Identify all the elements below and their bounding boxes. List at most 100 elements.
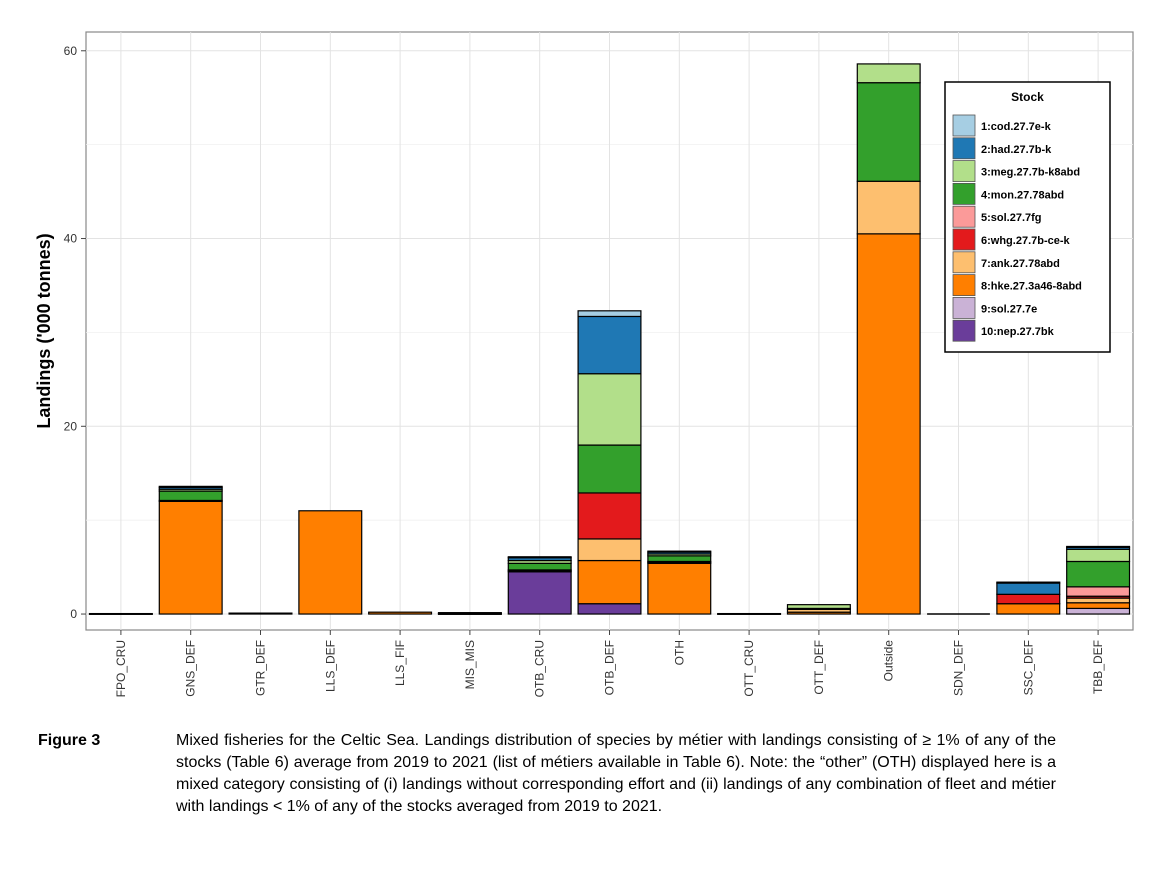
bar-stack-MIS_MIS [437, 612, 502, 615]
x-tick-label: OTH [672, 640, 686, 665]
bar-stack-FPO_CRU [88, 612, 153, 615]
bar-segment [577, 559, 642, 605]
bar-stack-TBB_DEF [1066, 545, 1131, 615]
y-tick-label: 40 [64, 232, 78, 246]
legend-item: 9:sol.27.7e [952, 296, 1037, 319]
bar-stack-OTT_DEF [786, 604, 851, 615]
bar-segment [577, 603, 642, 615]
bar-stack-OTH [647, 550, 712, 615]
bar-segment [1066, 607, 1131, 615]
bar-stack-OTT_CRU [717, 612, 782, 615]
legend-title: Stock [1011, 90, 1044, 104]
legend: Stock 1:cod.27.7e-k 2:had.27.7b-k 3:meg.27… [944, 81, 1111, 353]
x-tick-label: OTT_CRU [742, 640, 756, 697]
bar-segment [1066, 548, 1131, 563]
legend-label: 6:whg.27.7b-ce-k [981, 235, 1071, 247]
bar-segment [647, 550, 712, 553]
bar-stack-LLS_DEF [298, 510, 363, 615]
bar-segment [786, 604, 851, 610]
bar-stack-Outside [856, 63, 921, 615]
bar-segment [1066, 560, 1131, 588]
x-tick-label: OTB_DEF [603, 640, 617, 695]
bar-segment [577, 492, 642, 540]
bar-segment [717, 612, 782, 615]
x-tick-label: GNS_DEF [184, 640, 198, 697]
y-tick-label: 0 [70, 607, 77, 621]
legend-label: 2:had.27.7b-k [981, 144, 1052, 156]
legend-item: 8:hke.27.3a46-8abd [952, 274, 1082, 297]
bar-stack-SSC_DEF [996, 581, 1061, 615]
legend-label: 3:meg.27.7b-k8abd [981, 167, 1080, 179]
legend-label: 7:ank.27.78abd [981, 258, 1060, 270]
bar-segment [507, 556, 572, 559]
legend-label: 4:mon.27.78abd [981, 189, 1064, 201]
legend-item: 3:meg.27.7b-k8abd [952, 160, 1080, 183]
x-tick-label: LLS_DEF [323, 640, 337, 692]
bar-segment [856, 233, 921, 615]
legend-swatch [952, 296, 976, 319]
x-tick-label: TBB_DEF [1091, 640, 1105, 694]
bar-segment [996, 603, 1061, 615]
bar-segment [856, 63, 921, 84]
legend-item: 7:ank.27.78abd [952, 251, 1060, 274]
legend-swatch [952, 319, 976, 342]
legend-swatch [952, 182, 976, 205]
x-axis: FPO_CRU GNS_DEF GTR_DEF LLS_DEF LLS_FIF MIS_M… [114, 630, 1105, 697]
legend-swatch [952, 205, 976, 228]
bar-segment [437, 612, 502, 615]
bar-stack-GTR_DEF [228, 612, 293, 615]
x-tick-label: GTR_DEF [254, 640, 268, 696]
bar-stack-OTB_CRU [507, 556, 572, 615]
bar-segment [577, 373, 642, 446]
bar-segment [577, 315, 642, 375]
x-tick-label: MIS_MIS [463, 640, 477, 689]
bar-segment [856, 180, 921, 235]
x-tick-label: FPO_CRU [114, 640, 128, 697]
bar-segment [158, 485, 223, 488]
legend-swatch [952, 137, 976, 160]
bar-segment [298, 510, 363, 615]
legend-swatch [952, 274, 976, 297]
x-tick-label: SSC_DEF [1021, 640, 1035, 695]
bar-segment [647, 555, 712, 563]
bar-segment [88, 612, 153, 615]
bar-segment [856, 82, 921, 182]
y-axis-label: Landings ('000 tonnes) [34, 233, 54, 428]
bar-stack-LLS_FIF [368, 611, 433, 615]
bar-segment [647, 562, 712, 615]
bar-segment [1066, 545, 1131, 548]
stacked-bar-chart: 0 20 40 60 FPO_CRU GNS_DEF GTR_DEF LLS_DEF LLS_… [34, 31, 1134, 697]
x-tick-label: LLS_FIF [393, 640, 407, 686]
legend-label: 8:hke.27.3a46-8abd [981, 281, 1082, 293]
x-tick-label: OTB_CRU [533, 640, 547, 697]
legend-item: 10:nep.27.7bk [952, 319, 1055, 342]
bar-segment [1066, 602, 1131, 610]
bar-segment [368, 611, 433, 615]
bar-segment [228, 612, 293, 615]
legend-label: 1:cod.27.7e-k [981, 121, 1052, 133]
figure-label: Figure 3 [38, 732, 101, 749]
legend-swatch [952, 160, 976, 183]
legend-item: 6:whg.27.7b-ce-k [952, 228, 1071, 251]
legend-item: 2:had.27.7b-k [952, 137, 1052, 160]
x-tick-label: OTT_DEF [812, 640, 826, 695]
bar-segment [158, 490, 223, 502]
y-tick-label: 60 [64, 44, 78, 58]
bar-segment [577, 310, 642, 318]
legend-item: 1:cod.27.7e-k [952, 114, 1052, 137]
y-axis: 0 20 40 60 [64, 44, 86, 621]
legend-label: 9:sol.27.7e [981, 303, 1037, 315]
bar-segment [1066, 586, 1131, 597]
x-tick-label: SDN_DEF [952, 640, 966, 696]
bar-segment [996, 581, 1061, 584]
legend-swatch [952, 251, 976, 274]
legend-swatch [952, 114, 976, 137]
bar-segment [996, 582, 1061, 595]
y-tick-label: 20 [64, 419, 78, 433]
bar-stack-OTB_DEF [577, 310, 642, 615]
legend-label: 10:nep.27.7bk [981, 326, 1055, 338]
legend-item: 4:mon.27.78abd [952, 182, 1064, 205]
legend-items: 1:cod.27.7e-k 2:had.27.7b-k 3:meg.27.7b-k8… [952, 114, 1082, 342]
bar-segment [577, 444, 642, 494]
bar-stack-GNS_DEF [158, 485, 223, 615]
